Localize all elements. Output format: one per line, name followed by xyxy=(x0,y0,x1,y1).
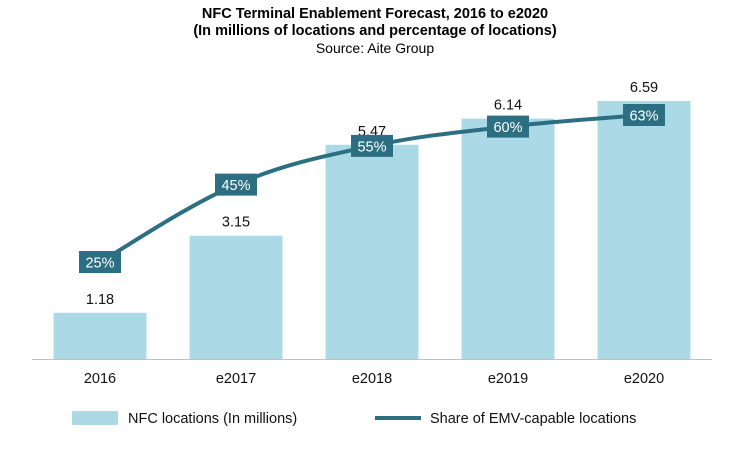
line-value-label: 55% xyxy=(357,139,386,155)
bar-e2019 xyxy=(461,118,555,359)
bar-value-label: 6.59 xyxy=(630,80,658,96)
x-tick-label: 2016 xyxy=(84,371,116,387)
bar-value-label: 3.15 xyxy=(222,215,250,231)
line-value-label: 45% xyxy=(221,178,250,194)
line-value-label: 60% xyxy=(493,120,522,136)
bar-e2017 xyxy=(189,235,283,359)
chart-source: Source: Aite Group xyxy=(315,40,435,56)
legend-bar-label: NFC locations (In millions) xyxy=(128,411,297,427)
legend-line-label: Share of EMV-capable locations xyxy=(430,411,636,427)
line-point-marker xyxy=(79,251,121,273)
bar-value-label: 1.18 xyxy=(86,292,114,308)
line-point-marker xyxy=(215,173,257,196)
legend-bar-swatch xyxy=(72,411,118,425)
line-value-label: 25% xyxy=(85,256,114,272)
line-point-marker xyxy=(351,134,393,157)
bar-2016 xyxy=(53,312,147,359)
chart-titles: NFC Terminal Enablement Forecast, 2016 t… xyxy=(0,6,750,57)
line-value-label: 63% xyxy=(629,109,658,125)
chart-title: NFC Terminal Enablement Forecast, 2016 t… xyxy=(201,6,549,22)
chart-subtitle: (In millions of locations and percentage… xyxy=(193,23,557,39)
bar-value-label: 6.14 xyxy=(494,98,522,114)
line-point-marker xyxy=(487,115,529,138)
bar-e2020 xyxy=(597,101,691,359)
x-tick-label: e2018 xyxy=(352,371,392,387)
bar-e2018 xyxy=(325,144,419,359)
line-point-marker xyxy=(623,104,665,126)
x-tick-label: e2019 xyxy=(488,371,528,387)
x-tick-label: e2017 xyxy=(216,371,256,387)
x-tick-label: e2020 xyxy=(624,371,664,387)
